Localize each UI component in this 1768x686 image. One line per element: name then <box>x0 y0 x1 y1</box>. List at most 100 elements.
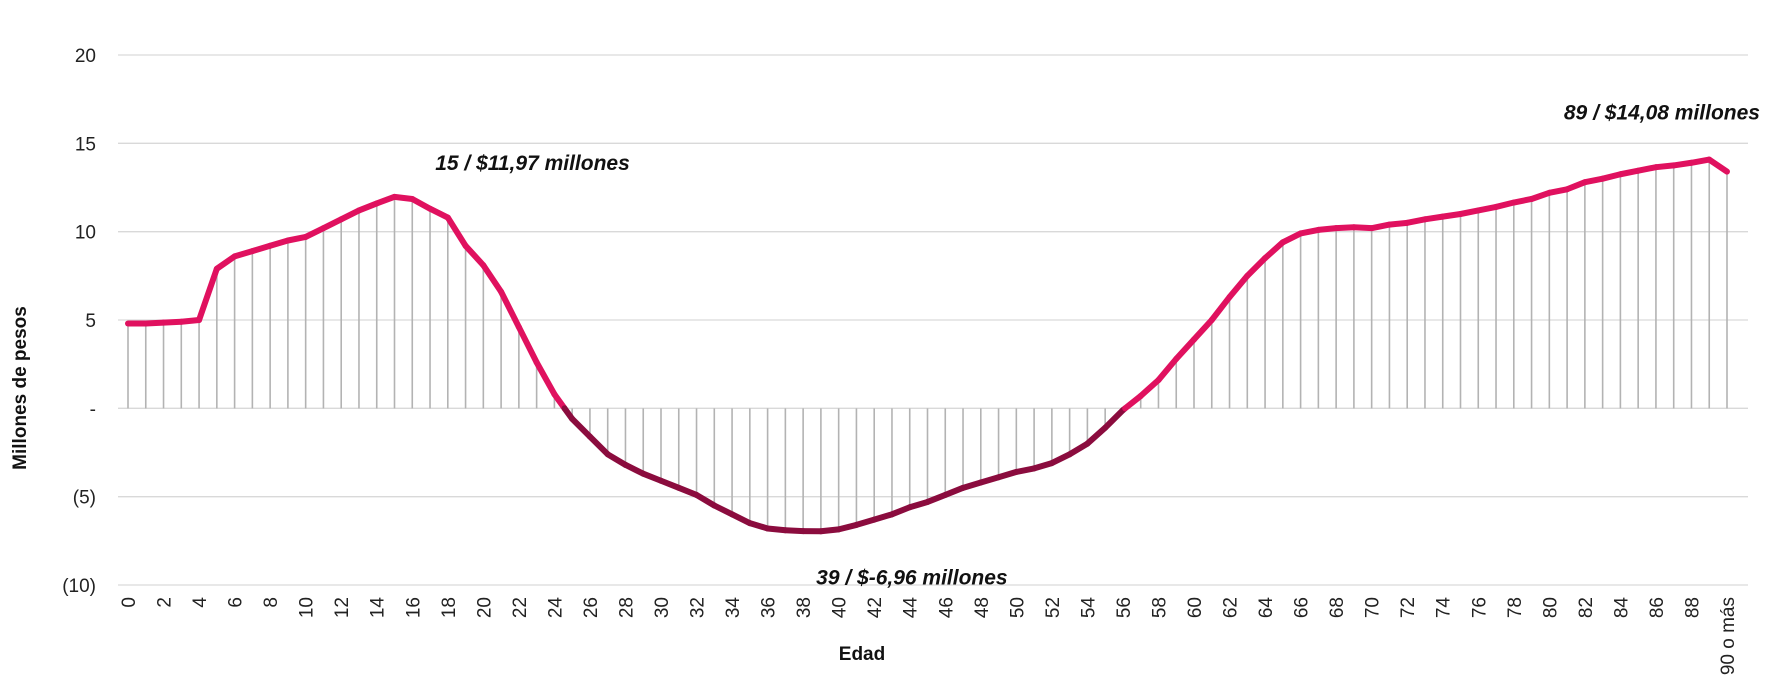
series-segment <box>1635 164 1659 174</box>
x-tick-label: 70 <box>1363 597 1384 618</box>
x-tick-label: 40 <box>830 597 851 618</box>
series-segment <box>1599 171 1624 182</box>
x-tick-label: 66 <box>1292 597 1313 618</box>
series-segment <box>853 516 878 528</box>
series-segment <box>1546 186 1571 196</box>
annotations: 15 / $11,97 millones 39 / $-6,96 millones… <box>435 102 1760 590</box>
series-segment <box>1262 239 1286 262</box>
x-tick-label: 28 <box>616 597 637 618</box>
series-segment <box>711 502 736 518</box>
x-tick-label: 46 <box>936 597 957 618</box>
annotation-label: 89 / $14,08 millones <box>1564 102 1760 125</box>
series-segment <box>604 451 629 468</box>
series-segment <box>462 242 487 269</box>
annotation-label: 39 / $-6,96 millones <box>816 566 1007 589</box>
x-tick-label: 44 <box>901 597 922 619</box>
annotation-label: 15 / $11,97 millones <box>435 152 630 175</box>
series-segment <box>515 324 540 366</box>
x-tick-label: 30 <box>652 597 673 618</box>
series-segment <box>444 214 469 249</box>
x-tick-label: 32 <box>688 597 709 618</box>
x-tick-label: 82 <box>1576 597 1597 618</box>
series-segment <box>675 484 700 498</box>
x-tick-label: 76 <box>1469 597 1490 618</box>
x-tick-label: 48 <box>972 597 993 618</box>
x-tick-label: 24 <box>545 597 566 619</box>
x-tick-label: 52 <box>1043 597 1064 618</box>
series-segment <box>888 504 913 518</box>
x-tick-label: 36 <box>759 597 780 618</box>
x-tick-label: 50 <box>1007 597 1028 618</box>
series-segment <box>1581 175 1606 186</box>
series-segment <box>1208 294 1233 323</box>
series-segment <box>1564 179 1588 193</box>
series-segment <box>1173 336 1197 362</box>
series-segment <box>693 491 718 509</box>
x-tick-label: 84 <box>1611 597 1632 619</box>
y-tick-label: 15 <box>75 134 96 155</box>
x-tick-label: 20 <box>474 597 495 618</box>
y-tick-label: (5) <box>73 488 96 509</box>
x-tick-label: 6 <box>226 597 247 608</box>
series-segment <box>1084 424 1109 447</box>
gridlines <box>118 54 1748 586</box>
series-segment <box>1066 440 1091 458</box>
series-segment <box>498 288 522 331</box>
x-tick-label: 26 <box>581 597 602 618</box>
drop-lines <box>127 159 1728 532</box>
series-segment <box>977 474 1002 486</box>
y-tick-label: 20 <box>75 46 96 67</box>
x-tick-label: 88 <box>1682 597 1703 618</box>
series-segment <box>924 491 949 505</box>
x-tick-label: 12 <box>332 597 353 618</box>
series-segment <box>746 520 771 532</box>
series-segment <box>942 484 967 498</box>
series-segment <box>373 193 398 207</box>
series-segment <box>1404 216 1428 226</box>
x-tick-label: 86 <box>1647 597 1668 618</box>
series-segment <box>1226 272 1251 301</box>
y-tick-label: - <box>90 399 96 420</box>
x-tick-label: 58 <box>1149 597 1170 618</box>
x-tick-label: 16 <box>403 597 424 618</box>
x-tick-label: 4 <box>190 597 211 608</box>
x-tick-label: 78 <box>1505 597 1526 618</box>
x-axis-title: Edad <box>839 644 885 665</box>
x-tick-label: 56 <box>1114 597 1135 618</box>
series-segment <box>284 233 309 244</box>
x-tick-label: 90 o más <box>1718 597 1739 675</box>
series-segment <box>622 461 647 477</box>
x-tick-label: 54 <box>1078 597 1099 619</box>
series-segment <box>658 477 682 491</box>
series-segment <box>338 207 362 223</box>
series-segment <box>231 248 256 260</box>
x-tick-label: 38 <box>794 597 815 618</box>
series-segment <box>640 470 664 484</box>
x-axis-ticks: 0 2 4 6 8 10 12 14 16 18 20 22 24 26 28 30 32 34 36 38 40 42 4… <box>119 597 1739 676</box>
series-segment <box>320 216 345 232</box>
x-tick-label: 0 <box>119 597 140 608</box>
series-segment <box>871 511 895 523</box>
series-segment <box>1493 199 1517 210</box>
series-segment <box>533 359 558 398</box>
x-tick-label: 22 <box>510 597 531 618</box>
x-tick-label: 10 <box>297 597 318 618</box>
series-segment <box>427 205 451 221</box>
series-segment <box>1013 465 1038 475</box>
series-segment <box>480 262 505 295</box>
x-tick-label: 72 <box>1398 597 1419 618</box>
series-segment <box>196 265 220 323</box>
y-tick-label: 5 <box>85 311 96 332</box>
x-tick-label: 60 <box>1185 597 1206 618</box>
series-segment <box>1191 317 1215 343</box>
series-segment <box>1031 460 1055 472</box>
series-line <box>125 156 1730 535</box>
series-segment <box>906 498 931 511</box>
x-tick-label: 2 <box>155 597 176 608</box>
series-segment <box>1528 189 1553 202</box>
series-segment <box>249 242 274 255</box>
series-segment <box>1706 156 1730 175</box>
series-segment <box>213 253 238 272</box>
